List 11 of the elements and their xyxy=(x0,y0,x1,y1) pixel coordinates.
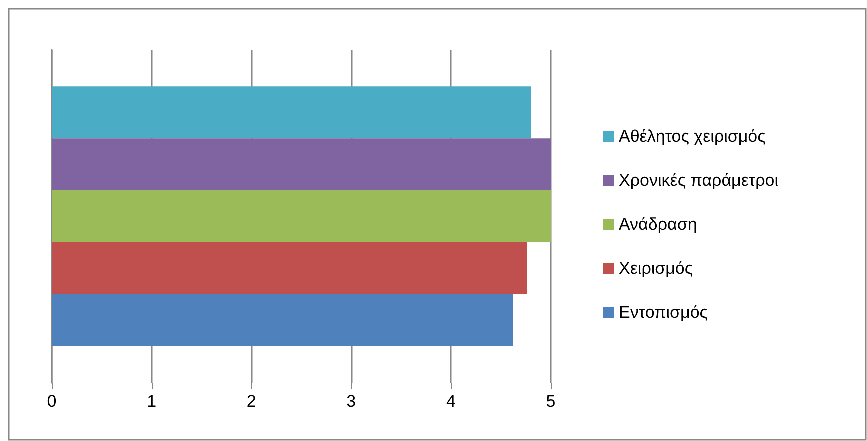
x-tick-label: 2 xyxy=(246,392,256,411)
x-tick-label: 5 xyxy=(546,392,556,411)
x-tick-label: 1 xyxy=(147,392,157,411)
x-tick-label: 3 xyxy=(346,392,356,411)
x-tick-label: 4 xyxy=(446,392,456,411)
legend-label: Εντοπισμός xyxy=(619,303,708,322)
legend-label: Ανάδραση xyxy=(619,215,698,234)
legend-label: Χρονικές παράμετροι xyxy=(619,171,779,190)
legend-label: Αθέλητος χειρισμός xyxy=(619,127,766,146)
legend-label: Χειρισμός xyxy=(619,259,694,278)
x-tick-label: 0 xyxy=(47,392,57,411)
